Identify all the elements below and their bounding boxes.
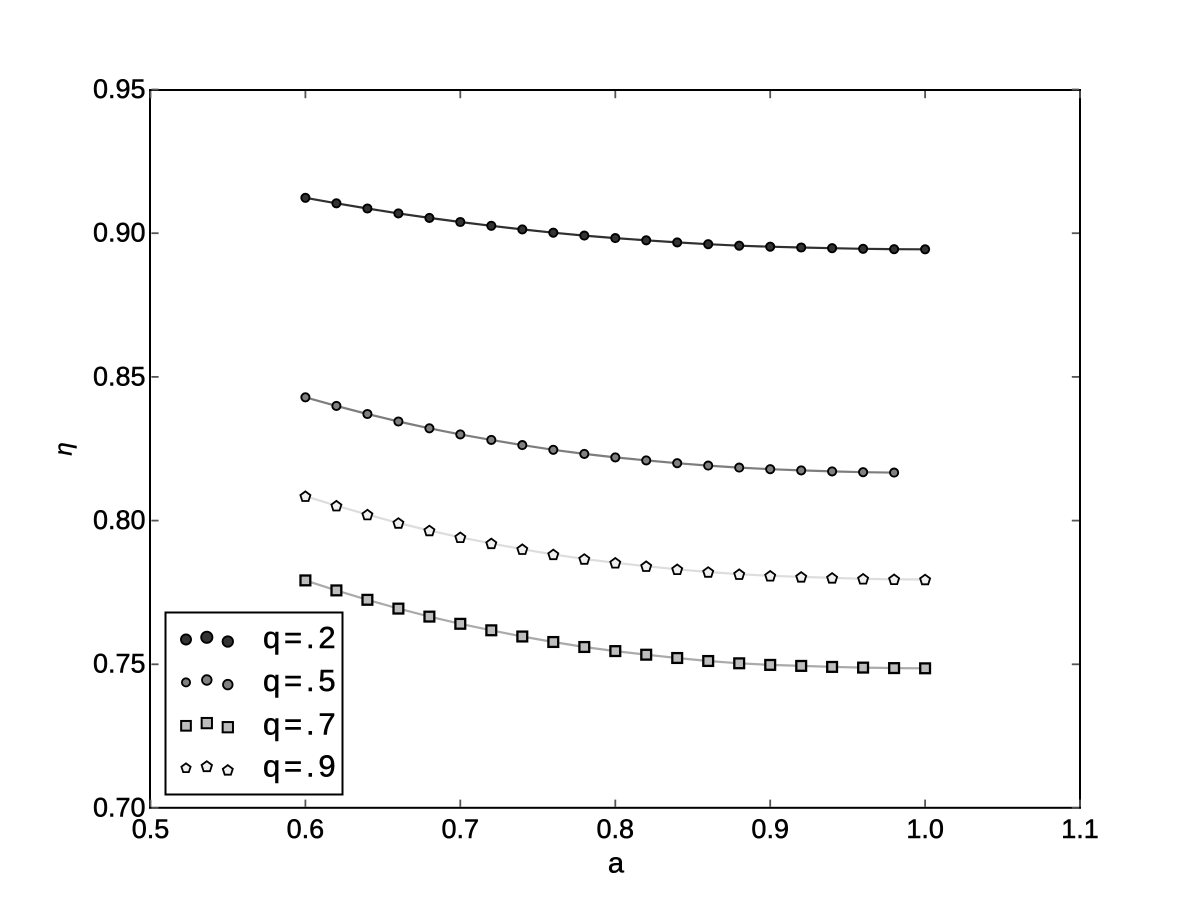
svg-text:0.6: 0.6 <box>287 814 325 844</box>
svg-text:q=.2: q=.2 <box>263 620 339 655</box>
svg-text:0.75: 0.75 <box>93 649 146 679</box>
svg-text:1.0: 1.0 <box>906 814 944 844</box>
svg-text:0.95: 0.95 <box>93 74 146 104</box>
svg-text:0.90: 0.90 <box>93 218 146 248</box>
svg-text:η: η <box>51 442 78 455</box>
svg-text:0.5: 0.5 <box>132 814 170 844</box>
svg-text:0.7: 0.7 <box>442 814 480 844</box>
svg-text:q=.9: q=.9 <box>263 749 339 784</box>
svg-text:0.85: 0.85 <box>93 361 146 391</box>
svg-text:0.9: 0.9 <box>751 814 789 844</box>
svg-text:0.80: 0.80 <box>93 505 146 535</box>
svg-text:a: a <box>608 848 625 880</box>
svg-text:q=.5: q=.5 <box>263 663 339 698</box>
svg-text:q=.7: q=.7 <box>263 706 339 741</box>
svg-text:1.1: 1.1 <box>1061 814 1099 844</box>
svg-text:0.8: 0.8 <box>597 814 635 844</box>
svg-text:0.70: 0.70 <box>93 792 146 822</box>
